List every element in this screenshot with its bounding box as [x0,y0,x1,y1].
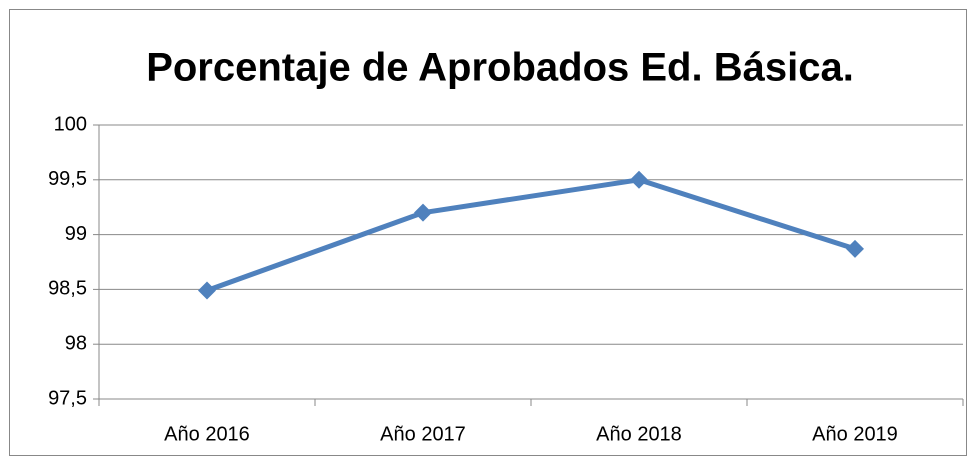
y-tick-label: 99,5 [48,168,87,190]
y-tick-label: 100 [54,113,87,135]
y-tick-label: 99 [65,223,87,245]
data-point [414,203,432,222]
data-point [198,281,216,300]
x-tick-label: Año 2016 [164,423,250,445]
x-tick-label: Año 2019 [812,423,898,445]
y-tick-label: 98,5 [48,278,87,300]
y-tick-label: 98 [65,332,87,354]
x-tick-label: Año 2017 [380,423,466,445]
x-tick-label: Año 2018 [596,423,682,445]
data-point [630,170,648,189]
chart-title: Porcentaje de Aprobados Ed. Básica. [146,46,854,90]
data-line [206,177,856,293]
data-point [846,239,864,258]
y-tick-label: 97,5 [48,387,87,409]
